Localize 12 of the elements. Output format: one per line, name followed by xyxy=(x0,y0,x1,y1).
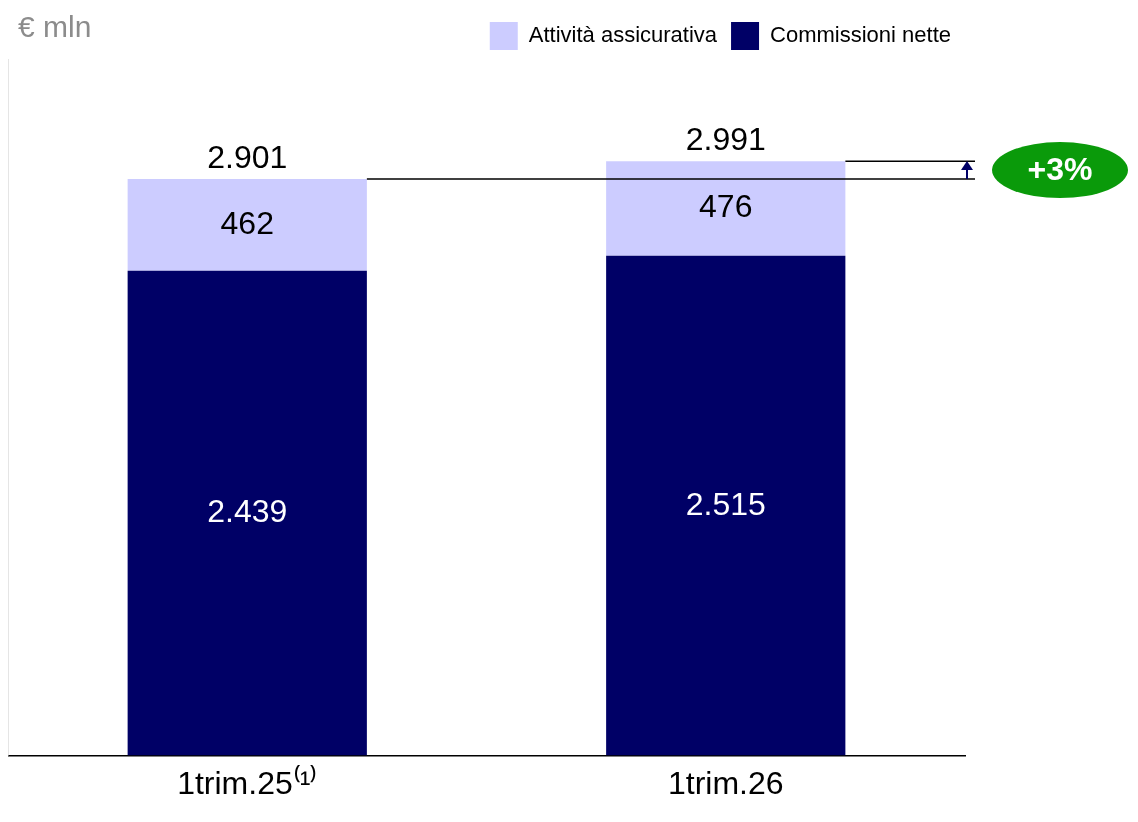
y-axis-title: € mln xyxy=(18,10,92,44)
legend-label: Attività assicurativa xyxy=(528,22,718,48)
data-label: 2.515 xyxy=(685,485,766,522)
x-tick-label: 1trim.26 xyxy=(667,764,784,801)
text: +3% xyxy=(1027,150,1093,187)
x-tick-label: 1trim.25⁽¹⁾ xyxy=(177,763,318,801)
data-label: 476 xyxy=(699,188,753,225)
total-label: 2.991 xyxy=(685,120,766,157)
data-label: 2.439 xyxy=(207,493,288,530)
total-label: 2.901 xyxy=(207,138,288,175)
data-label: 462 xyxy=(220,204,274,241)
legend-label: Commissioni nette xyxy=(770,22,951,48)
